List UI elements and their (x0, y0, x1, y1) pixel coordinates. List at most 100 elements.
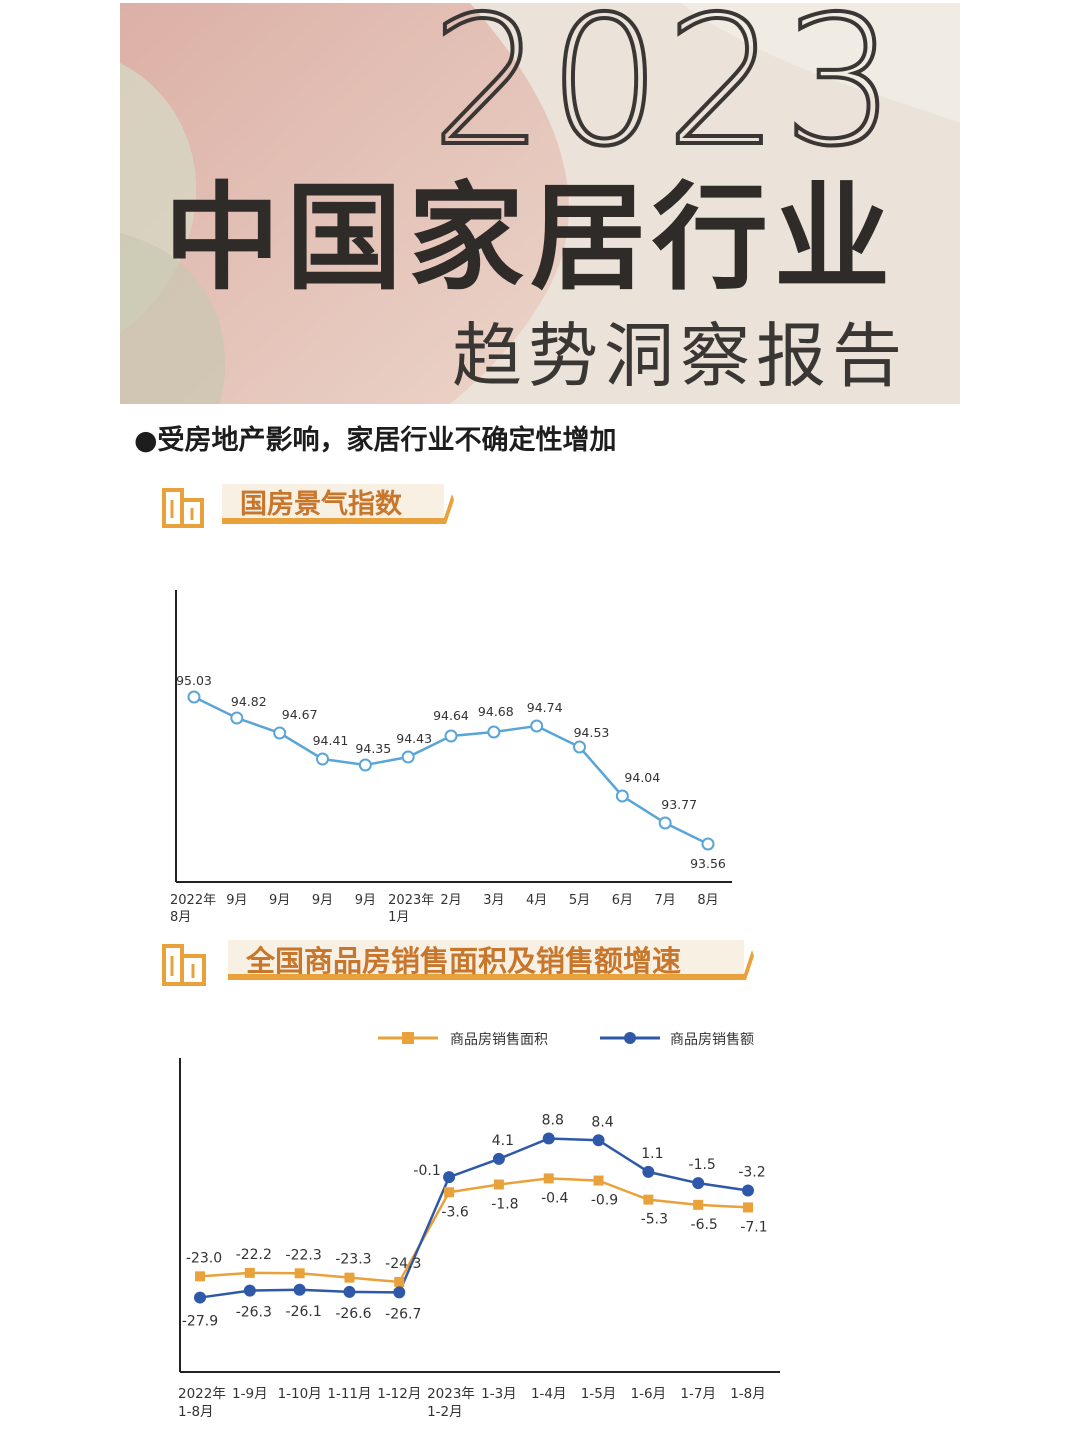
data-label: 94.67 (282, 707, 318, 722)
data-point (530, 719, 544, 733)
data-point-sales (542, 1132, 555, 1145)
data-point (701, 837, 715, 851)
data-label-sales: -3.2 (738, 1165, 765, 1181)
data-point (230, 711, 244, 725)
data-point-area (444, 1187, 455, 1198)
section-ribbon (228, 940, 754, 980)
x-tick-label: 4月 (526, 893, 547, 908)
data-label-sales: -26.3 (236, 1305, 272, 1321)
x-tick-label: 1-4月 (531, 1386, 567, 1402)
section-title: 国房景气指数 (240, 489, 402, 520)
data-label-sales: 4.1 (492, 1133, 514, 1149)
legend-marker-area (402, 1032, 414, 1044)
data-label-sales: 1.1 (641, 1146, 663, 1162)
x-tick-label: 8月 (697, 893, 718, 908)
series-line-sales (199, 1137, 749, 1299)
data-label: 94.35 (355, 741, 391, 756)
data-label-sales: -26.1 (286, 1304, 322, 1320)
x-tick-label: 9月 (312, 893, 333, 908)
data-point (273, 726, 287, 740)
data-label: 94.53 (574, 725, 610, 740)
x-tick-label: 1-8月 (730, 1386, 766, 1402)
data-label-area: -0.9 (591, 1193, 618, 1209)
data-label: 95.03 (176, 673, 212, 688)
data-point (358, 758, 372, 772)
banner-subtitle: 趋势洞察报告 (452, 315, 908, 397)
data-point-area (344, 1272, 355, 1283)
x-tick-label: 1-11月 (327, 1386, 371, 1402)
section-ribbon (222, 484, 454, 524)
chart-sales-growth: 商品房销售面积 商品房销售额 -23.0 -22.2 -22.3 -23.3 -24.3 -3… (178, 1032, 780, 1420)
x-tick-label: 9月 (269, 893, 290, 908)
data-point-area (743, 1202, 753, 1213)
data-label: 94.41 (313, 733, 349, 748)
data-label-area: -1.8 (491, 1196, 518, 1212)
data-point-sales (642, 1165, 655, 1178)
x-tick-label: 8月 (170, 910, 191, 925)
x-tick-label: 1-12月 (377, 1386, 421, 1402)
section-header-sales: 全国商品房销售面积及销售额增速 (162, 936, 762, 992)
data-point (401, 750, 415, 764)
x-tick-label: 2月 (440, 893, 461, 908)
data-point-area (643, 1194, 654, 1205)
data-point-sales (742, 1184, 754, 1197)
data-point-area (244, 1267, 255, 1278)
data-point-sales (443, 1171, 456, 1184)
x-tick-label: 2023年 (427, 1386, 475, 1402)
x-tick-label: 6月 (612, 893, 633, 908)
x-tick-label: 1月 (388, 910, 409, 925)
data-label-area: -6.5 (691, 1217, 718, 1233)
data-point-sales (243, 1284, 256, 1297)
data-label: 94.82 (231, 694, 267, 709)
x-tick-label: 2023年 (388, 893, 434, 908)
x-tick-label: 1-6月 (631, 1386, 667, 1402)
data-label-sales: -27.9 (182, 1314, 218, 1330)
data-label-sales: 8.4 (591, 1114, 613, 1130)
data-label-area: -24.3 (385, 1256, 421, 1272)
data-point-area (195, 1271, 205, 1282)
data-label-area: -22.2 (236, 1247, 272, 1263)
x-tick-label: 5月 (569, 893, 590, 908)
data-point-sales (592, 1134, 605, 1147)
data-point-sales (492, 1152, 505, 1165)
data-point-area (693, 1199, 704, 1210)
x-tick-label: 9月 (355, 893, 376, 908)
data-point-area (543, 1173, 554, 1184)
banner-year: 2023 (429, 3, 900, 185)
data-label: 94.64 (433, 708, 469, 723)
legend-label-sales: 商品房销售额 (670, 1032, 754, 1048)
data-point (316, 752, 329, 766)
data-point-area (593, 1175, 604, 1186)
x-tick-label: 9月 (226, 893, 247, 908)
data-label-area: -22.3 (286, 1247, 322, 1263)
data-point-area (294, 1268, 305, 1279)
section-title: 全国商品房销售面积及销售额增速 (246, 944, 682, 978)
data-label: 93.77 (661, 797, 697, 812)
data-point-sales (194, 1291, 206, 1304)
x-tick-label: 1-3月 (481, 1386, 517, 1402)
x-tick-label: 1-10月 (278, 1386, 322, 1402)
data-label-area: -7.1 (740, 1219, 767, 1235)
data-point (573, 740, 586, 754)
x-tick-label: 3月 (483, 893, 504, 908)
legend-marker-sales (624, 1032, 636, 1044)
section-header-index: 国房景气指数 (162, 480, 462, 536)
data-point (658, 816, 672, 830)
data-label-area: -23.0 (186, 1250, 222, 1266)
data-point (487, 725, 501, 739)
banner-background (120, 3, 960, 404)
data-label: 94.74 (527, 700, 563, 715)
x-tick-label: 1-2月 (427, 1404, 463, 1420)
x-tick-label: 1-9月 (232, 1386, 268, 1402)
report-cover-banner: 2023 中国家居行业 趋势洞察报告 (120, 3, 960, 404)
data-label: 94.04 (624, 770, 660, 785)
headline: ●受房地产影响，家居行业不确定性增加 (134, 425, 617, 456)
data-label-sales: -26.6 (335, 1306, 371, 1322)
data-label-area: -0.4 (541, 1190, 568, 1206)
data-point (615, 789, 629, 803)
data-point-sales (393, 1286, 406, 1299)
data-point (444, 729, 458, 743)
data-point-sales (343, 1285, 356, 1298)
x-tick-label: 7月 (655, 893, 676, 908)
